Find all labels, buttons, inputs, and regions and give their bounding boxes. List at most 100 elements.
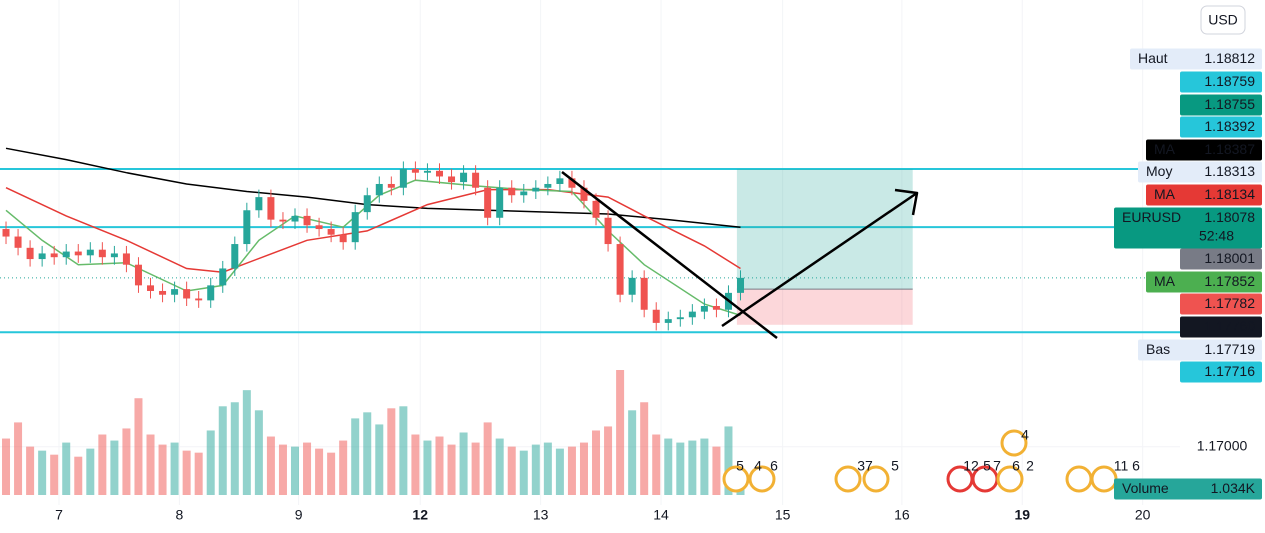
candle-body: [592, 200, 600, 218]
event-icon[interactable]: [1065, 465, 1093, 493]
position-target[interactable]: [736, 168, 913, 290]
volume-bar: [339, 440, 348, 495]
price-label-name: Haut: [1138, 50, 1168, 66]
event-icon[interactable]: [1000, 429, 1028, 457]
candle-body: [62, 251, 70, 258]
volume-bar: [423, 440, 432, 495]
price-label-box: [1180, 116, 1262, 138]
volume-bar: [640, 402, 649, 495]
volume-bar: [531, 444, 540, 495]
volume-bar: [483, 422, 492, 495]
event-icon[interactable]: [996, 465, 1024, 493]
event-icon[interactable]: [748, 465, 776, 493]
candle-body: [508, 187, 516, 196]
volume-bar: [555, 448, 564, 495]
volume-bar: [628, 410, 637, 495]
price-label-name: MA: [1154, 186, 1176, 202]
candle-body: [363, 195, 371, 213]
x-tick-label: 15: [775, 507, 791, 523]
volume-bar: [507, 446, 516, 495]
moving-average: [5, 179, 741, 317]
arrow-line[interactable]: [721, 191, 918, 328]
price-label-value: 1.18001: [1204, 250, 1255, 266]
volume-bar: [652, 434, 661, 495]
volume-bar: [291, 446, 299, 495]
volume-bar: [495, 438, 504, 495]
volume-bar: [98, 434, 107, 495]
price-label-box: [1138, 161, 1262, 183]
volume-bar: [134, 398, 143, 495]
event-icon[interactable]: [862, 465, 890, 493]
candle-body: [484, 187, 492, 218]
volume-bar: [399, 406, 408, 495]
candle-body: [676, 317, 684, 320]
candle-body: [351, 212, 359, 243]
volume-bar: [194, 452, 203, 495]
candle-body: [423, 170, 431, 173]
grid: [0, 0, 1180, 505]
volume-bar: [411, 434, 420, 495]
candle-body: [26, 247, 34, 260]
volume-bar: [579, 442, 588, 495]
price-label-value: 1.17760: [1204, 318, 1255, 334]
price-label-name: Moy: [1146, 163, 1172, 179]
volume-bar: [351, 418, 360, 495]
candle-body: [556, 178, 564, 184]
event-icon[interactable]: [722, 465, 750, 493]
price-label-value: 1.17719: [1204, 341, 1255, 357]
volume-bar: [14, 422, 23, 495]
candle-body: [339, 234, 347, 243]
price-label-value: 1.18134: [1204, 186, 1255, 202]
price-label-box: [1180, 316, 1262, 338]
event-icon[interactable]: [834, 465, 862, 493]
candle-body: [243, 210, 251, 245]
event-count: 5: [983, 458, 991, 474]
volume-bar: [447, 444, 456, 495]
x-tick-label: 12: [412, 507, 428, 523]
volume-bar: [519, 450, 528, 495]
price-label-box: [1180, 71, 1262, 93]
volume-pane: [2, 370, 745, 495]
trend-line[interactable]: [561, 171, 778, 339]
price-label-name: Bas: [1146, 341, 1170, 357]
event-count: 4: [1021, 427, 1029, 443]
volume-bar: [375, 424, 384, 495]
candle-body: [291, 215, 299, 222]
volume-bar: [604, 426, 613, 495]
candle-body: [147, 285, 155, 291]
price-label-value: 1.18392: [1204, 118, 1255, 134]
x-tick-label: 16: [894, 507, 910, 523]
price-label-value: 1.18387: [1204, 141, 1255, 157]
x-tick-label: 7: [55, 507, 63, 523]
candle-body: [411, 168, 419, 173]
volume-bar: [74, 456, 83, 495]
price-label-countdown: 52:48: [1199, 228, 1234, 244]
candle-body: [38, 253, 46, 260]
volume-bar: [315, 448, 324, 495]
x-tick-label: 19: [1014, 507, 1030, 523]
currency-button[interactable]: [1200, 5, 1246, 35]
event-count: 37: [857, 458, 873, 474]
price-label-box: [1114, 478, 1262, 500]
volume-bar: [712, 446, 721, 495]
event-count: 11: [1114, 458, 1129, 474]
arrow-head: [894, 188, 919, 216]
event-count: 5: [891, 458, 899, 474]
volume-bar: [206, 430, 215, 495]
price-label-box: [1146, 271, 1262, 293]
candle-body: [568, 178, 576, 188]
volume-bar: [158, 444, 167, 495]
event-count: 2: [1026, 458, 1034, 474]
candle-body: [327, 229, 335, 235]
candle-body: [74, 251, 82, 256]
event-count: 12: [963, 458, 979, 474]
position-stop[interactable]: [736, 289, 913, 325]
event-icon[interactable]: [1090, 465, 1118, 493]
candle-body: [183, 289, 191, 299]
candle-body: [134, 264, 142, 286]
volume-bar: [700, 438, 709, 495]
price-label-box: [1180, 94, 1262, 116]
candle-body: [448, 176, 456, 183]
candle-body: [532, 187, 540, 192]
